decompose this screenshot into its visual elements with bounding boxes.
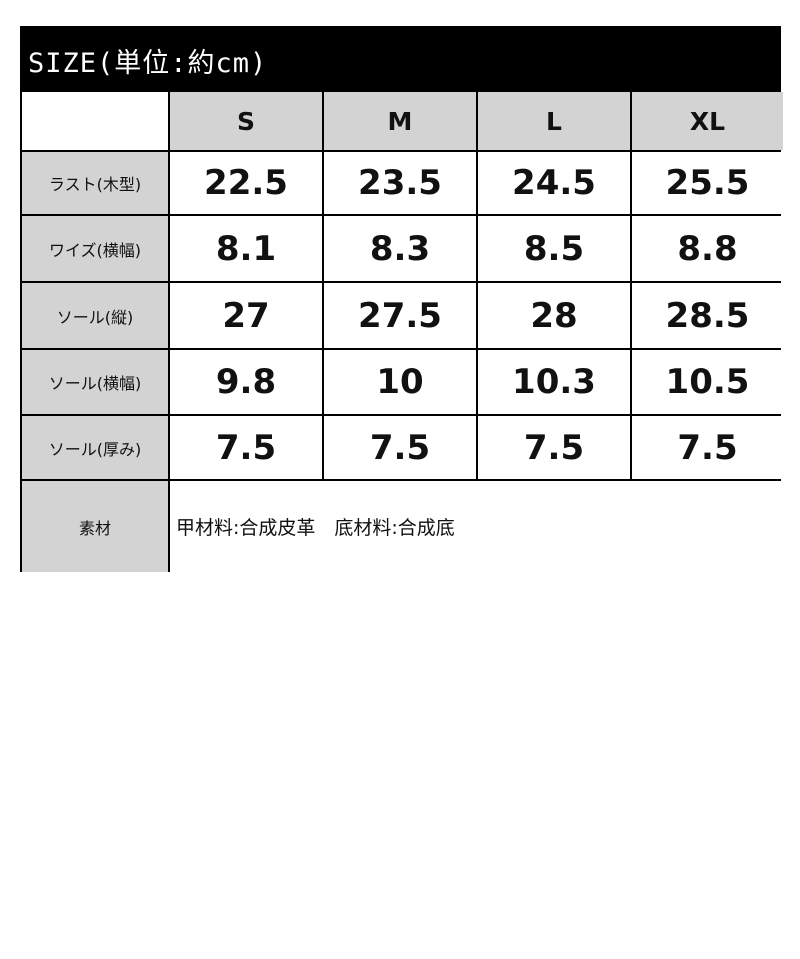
measurement-cell: 7.5: [324, 416, 476, 479]
row-label: ソール(厚み): [22, 416, 168, 479]
size-grid: S M L XL ラスト(木型) 22.5 23.5 24.5 25.5 ワイズ(横幅) 8…: [22, 92, 783, 572]
measurement-cell: 25.5: [632, 152, 783, 214]
measurement-cell: 23.5: [324, 152, 476, 214]
corner-cell: [22, 92, 168, 150]
size-table: SIZE(単位:約cm) S M L XL ラスト(木型) 22.5 23.5 24.…: [20, 26, 783, 572]
measurement-cell: 8.1: [170, 216, 322, 281]
measurement-cell: 27.5: [324, 283, 476, 348]
measurement-cell: 10: [324, 350, 476, 414]
measurement-cell: 28.5: [632, 283, 783, 348]
size-header-l: L: [478, 92, 630, 150]
measurement-cell: 7.5: [170, 416, 322, 479]
row-label: ラスト(木型): [22, 152, 168, 214]
measurement-cell: 27: [170, 283, 322, 348]
row-label: ソール(横幅): [22, 350, 168, 414]
size-header-s: S: [170, 92, 322, 150]
measurement-cell: 8.3: [324, 216, 476, 281]
measurement-cell: 28: [478, 283, 630, 348]
size-header-m: M: [324, 92, 476, 150]
measurement-cell: 7.5: [632, 416, 783, 479]
row-label: ソール(縦): [22, 283, 168, 348]
measurement-cell: 8.5: [478, 216, 630, 281]
row-label: ワイズ(横幅): [22, 216, 168, 281]
material-value: 甲材料:合成皮革 底材料:合成底: [170, 481, 783, 572]
table-title: SIZE(単位:約cm): [28, 47, 268, 79]
measurement-cell: 24.5: [478, 152, 630, 214]
measurement-cell: 8.8: [632, 216, 783, 281]
measurement-cell: 10.5: [632, 350, 783, 414]
size-header-xl: XL: [632, 92, 783, 150]
measurement-cell: 10.3: [478, 350, 630, 414]
material-label: 素材: [22, 481, 168, 572]
measurement-cell: 9.8: [170, 350, 322, 414]
measurement-cell: 22.5: [170, 152, 322, 214]
measurement-cell: 7.5: [478, 416, 630, 479]
